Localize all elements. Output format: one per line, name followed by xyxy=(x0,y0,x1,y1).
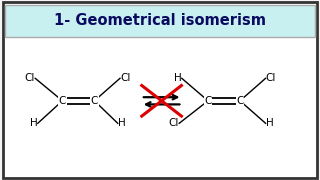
Text: C: C xyxy=(91,96,98,106)
Text: Cl: Cl xyxy=(120,73,130,83)
Text: Cl: Cl xyxy=(266,73,276,83)
Text: H: H xyxy=(118,118,125,128)
Text: C: C xyxy=(59,96,66,106)
FancyBboxPatch shape xyxy=(3,2,317,178)
FancyBboxPatch shape xyxy=(5,4,315,37)
Text: C: C xyxy=(204,96,212,106)
Text: Cl: Cl xyxy=(25,73,35,83)
Text: H: H xyxy=(174,73,182,83)
Text: C: C xyxy=(236,96,244,106)
Text: H: H xyxy=(30,118,38,128)
Text: 1- Geometrical isomerism: 1- Geometrical isomerism xyxy=(54,13,266,28)
Text: Cl: Cl xyxy=(169,118,179,128)
Text: H: H xyxy=(266,118,273,128)
